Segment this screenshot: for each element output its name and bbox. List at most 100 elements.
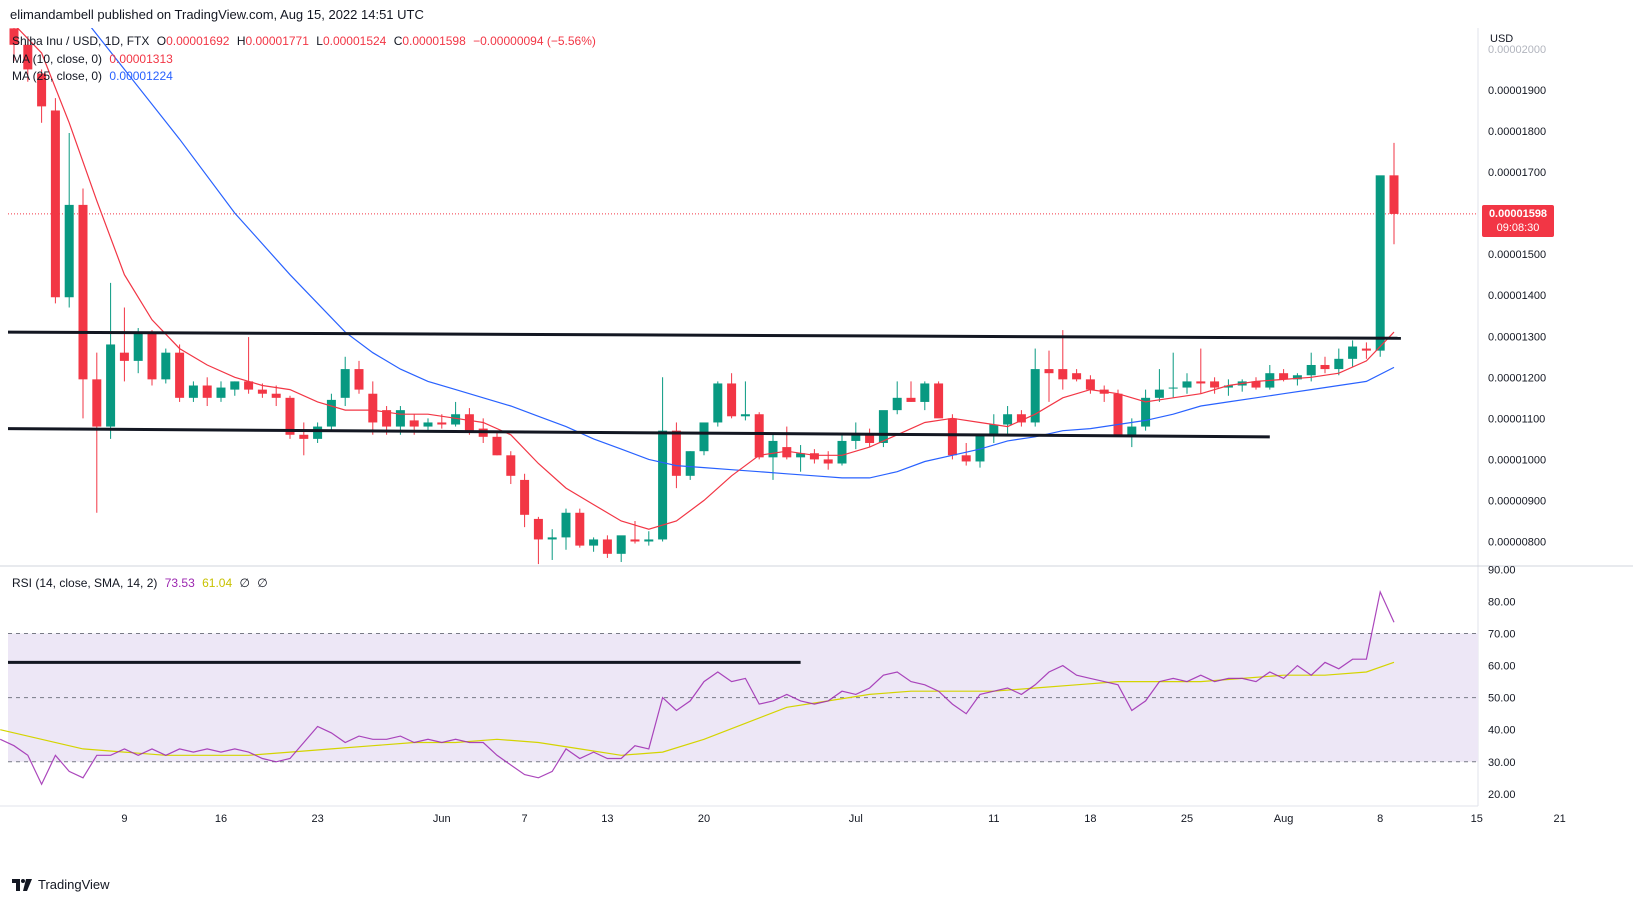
candle-body: [133, 332, 143, 361]
candle-body: [713, 383, 723, 423]
rsi-legend[interactable]: RSI (14, close, SMA, 14, 2) 73.53 61.04 …: [12, 576, 272, 590]
candle-body: [630, 539, 640, 542]
candle-body: [313, 426, 323, 439]
symbol-name[interactable]: Shiba Inu / USD, 1D, FTX: [12, 34, 150, 48]
time-tick-label: 11: [988, 813, 999, 825]
time-tick-label: 23: [311, 813, 323, 825]
candle-body: [464, 414, 474, 431]
rsi-tick-label: 20.00: [1488, 789, 1516, 801]
candle-body: [1016, 414, 1026, 423]
time-tick-label: 13: [601, 813, 613, 825]
last-price-value: 0.00001598: [1488, 208, 1548, 220]
candle-body: [23, 44, 33, 70]
candle-body: [395, 410, 405, 427]
rsi-line: [0, 589, 1395, 786]
candle-body: [547, 537, 557, 540]
rsi-pane[interactable]: [0, 589, 1395, 786]
candle-body: [1154, 389, 1164, 398]
rsi-value: 73.53: [164, 576, 195, 590]
candle-body: [354, 369, 364, 390]
candle-body: [1320, 364, 1330, 370]
candle-body: [1210, 381, 1220, 388]
candle-body: [161, 352, 171, 380]
candle-body: [271, 393, 281, 398]
ma25-legend[interactable]: MA (25, close, 0) 0.00001224: [12, 69, 177, 83]
price-tick-label: 0.00000900: [1488, 495, 1546, 507]
ma25-line: [90, 28, 1395, 479]
candle-body: [437, 422, 447, 425]
candle-body: [961, 455, 971, 462]
candle-body: [119, 352, 129, 361]
time-tick-label: 25: [1181, 813, 1193, 825]
candle-body: [147, 332, 157, 380]
candle-body: [1044, 369, 1054, 374]
candle-body: [423, 422, 433, 427]
candle-body: [1141, 397, 1151, 427]
candle-body: [230, 381, 240, 390]
candle-body: [382, 410, 392, 427]
candle-body: [244, 381, 254, 390]
top-bar: elimandambell published on TradingView.c…: [0, 0, 1633, 28]
ma10-legend[interactable]: MA (10, close, 0) 0.00001313: [12, 52, 177, 66]
candle-body: [1127, 426, 1137, 435]
candle-body: [892, 397, 902, 411]
close-label: C: [393, 34, 403, 48]
time-tick-label: 15: [1471, 813, 1483, 825]
rsi-extra-1: ∅: [239, 576, 250, 590]
time-tick-label: 9: [121, 813, 127, 825]
ma25-value: 0.00001224: [109, 69, 173, 83]
last-price-tag: 0.00001598 09:08:30: [1482, 205, 1554, 237]
candle-body: [506, 455, 516, 476]
candle-body: [851, 434, 861, 441]
candle-body: [1292, 375, 1302, 380]
candle-body: [299, 434, 309, 439]
ma25-label: MA (25, close, 0): [12, 69, 103, 83]
price-tick-label: 0.00001000: [1488, 454, 1546, 466]
high-value: 0.00001771: [245, 34, 309, 48]
time-tick-label: 18: [1084, 813, 1096, 825]
rsi-tick-label: 90.00: [1488, 564, 1516, 576]
candle-body: [409, 420, 419, 427]
rsi-sma-value: 61.04: [202, 576, 233, 590]
candle-body: [699, 422, 709, 452]
price-tick-label: 0.00002000: [1488, 44, 1546, 56]
candle-body: [1223, 385, 1233, 388]
candle-body: [740, 414, 750, 417]
candle-body: [727, 383, 737, 417]
candle-body: [989, 424, 999, 435]
open-label: O: [156, 34, 167, 48]
price-tick-label: 0.00001200: [1488, 372, 1546, 384]
candle-body: [934, 383, 944, 419]
price-tick-label: 0.00001800: [1488, 126, 1546, 138]
rsi-label: RSI (14, close, SMA, 14, 2): [12, 576, 158, 590]
rsi-tick-label: 30.00: [1488, 757, 1516, 769]
price-tick-label: 0.00001400: [1488, 290, 1546, 302]
trendline: [7, 330, 1401, 340]
candle-body: [1168, 387, 1178, 389]
candle-body: [782, 447, 792, 458]
tradingview-brand[interactable]: TradingView: [12, 877, 110, 892]
publisher-text: elimandambell published on TradingView.c…: [10, 7, 424, 22]
candle-body: [1030, 369, 1040, 423]
candle-body: [602, 539, 612, 554]
close-value: 0.00001598: [402, 34, 466, 48]
rsi-tick-label: 70.00: [1488, 629, 1516, 641]
ma10-line: [16, 28, 1395, 530]
trendline: [7, 427, 1270, 439]
candle-body: [1085, 379, 1095, 390]
candle-body: [947, 418, 957, 456]
candle-body: [92, 379, 102, 427]
currency-label: USD: [1490, 33, 1513, 45]
candle-body: [616, 535, 626, 554]
candle-body: [1279, 373, 1289, 380]
candle-body: [878, 410, 888, 443]
candle-body: [50, 110, 60, 298]
candle-body: [533, 518, 543, 540]
candle-body: [823, 459, 833, 464]
price-pane[interactable]: [7, 0, 1478, 565]
candle-body: [1375, 175, 1385, 351]
low-label: L: [316, 34, 323, 48]
price-tick-label: 0.00001900: [1488, 85, 1546, 97]
rsi-tick-label: 40.00: [1488, 725, 1516, 737]
